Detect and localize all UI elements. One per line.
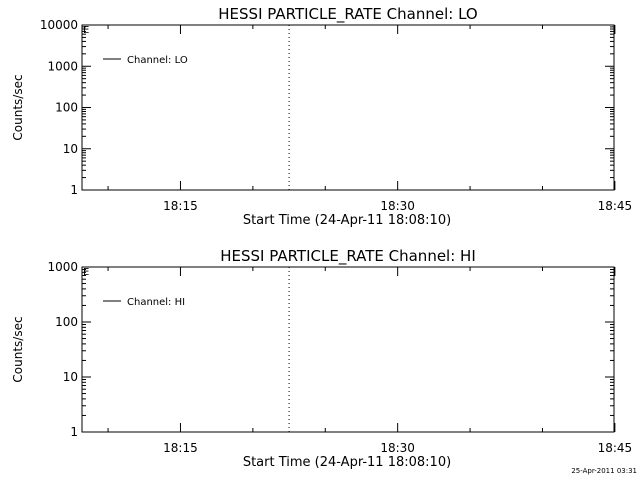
panel-lo: HESSI PARTICLE_RATE Channel: LO Counts/se… (11, 5, 633, 228)
y-tick-label: 10 (63, 142, 78, 156)
x-axis-label: Start Time (24-Apr-11 18:08:10) (243, 455, 451, 470)
panel-hi: HESSI PARTICLE_RATE Channel: HI Counts/se… (11, 247, 633, 470)
timestamp-label: 25-Apr-2011 03:31 (571, 467, 637, 475)
x-tick-label: 18:15 (163, 199, 198, 213)
y-tick-label: 1000 (47, 260, 78, 274)
y-tick-label: 1 (70, 183, 78, 197)
y-tick-label: 10000 (40, 18, 78, 32)
event-marker-label: E (83, 267, 89, 278)
y-axis-label: Counts/sec (11, 74, 25, 140)
chart-title: HESSI PARTICLE_RATE Channel: LO (218, 5, 477, 24)
x-axis-label: Start Time (24-Apr-11 18:08:10) (243, 213, 451, 228)
legend-label: Channel: HI (127, 297, 185, 308)
plot-frame (81, 266, 615, 433)
y-axis-label: Counts/sec (11, 316, 25, 382)
y-tick-label: 100 (55, 101, 78, 115)
x-tick-label: 18:45 (598, 199, 633, 213)
y-tick-label: 10 (63, 370, 78, 384)
y-tick-label: 1 (70, 425, 78, 439)
legend-label: Channel: LO (127, 55, 188, 66)
x-tick-label: 18:45 (598, 441, 633, 455)
chart-title: HESSI PARTICLE_RATE Channel: HI (220, 247, 476, 266)
y-tick-label: 1000 (47, 59, 78, 73)
x-tick-label: 18:15 (163, 441, 198, 455)
plot-frame (81, 24, 615, 191)
x-tick-label: 18:30 (380, 441, 415, 455)
event-marker-label: E (83, 25, 89, 36)
y-tick-label: 100 (55, 315, 78, 329)
x-tick-label: 18:30 (380, 199, 415, 213)
